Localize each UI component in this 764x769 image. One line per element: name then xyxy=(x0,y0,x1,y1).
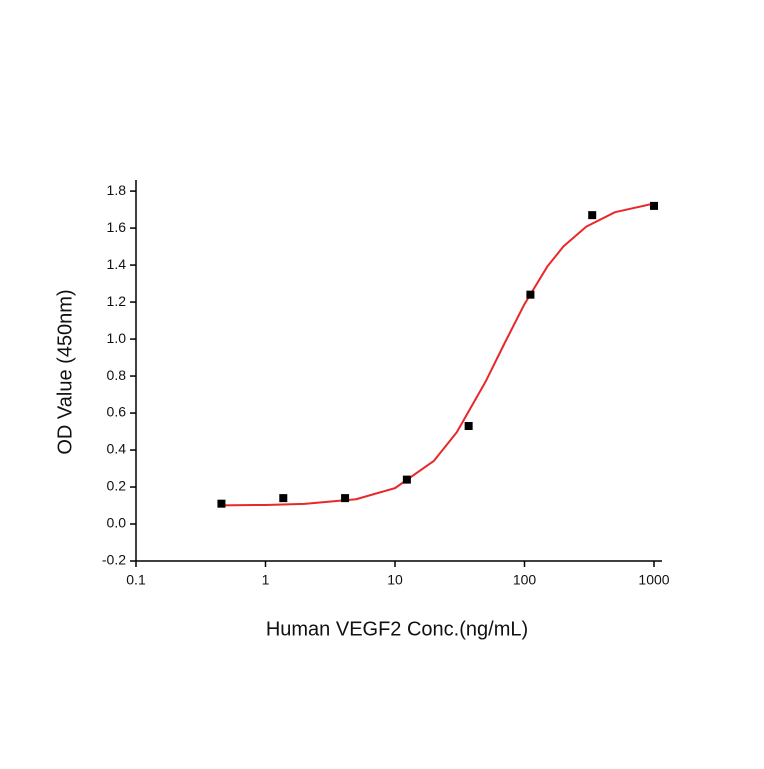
y-tick-label: 0.8 xyxy=(107,367,127,383)
data-point xyxy=(217,499,226,508)
data-point xyxy=(464,421,473,430)
y-tick-label: 1.2 xyxy=(107,293,127,309)
y-tick-label: 0.6 xyxy=(107,404,127,420)
y-tick-label: 1.4 xyxy=(107,256,127,272)
data-point xyxy=(650,201,658,210)
y-axis-title: OD Value (450nm) xyxy=(54,289,76,454)
y-tick-label: -0.2 xyxy=(102,552,126,568)
x-tick-label: 10 xyxy=(387,572,403,588)
x-tick-label: 1 xyxy=(262,572,270,588)
y-tick-label: 0.2 xyxy=(107,478,127,494)
fit-curve xyxy=(221,202,655,507)
y-tick-label: 1.0 xyxy=(107,330,127,346)
data-point xyxy=(402,475,411,484)
x-tick-label: 0.1 xyxy=(126,572,146,588)
x-tick-label: 1000 xyxy=(638,572,669,588)
data-point xyxy=(341,494,350,503)
data-point xyxy=(279,494,288,503)
y-tick-label: 0.0 xyxy=(107,515,127,531)
y-tick-label: 1.8 xyxy=(107,182,127,198)
x-axis-title: Human VEGF2 Conc.(ng/mL) xyxy=(266,618,528,640)
data-point xyxy=(588,211,597,220)
y-tick-label: 1.6 xyxy=(107,219,127,235)
data-point xyxy=(526,290,535,299)
x-tick-label: 100 xyxy=(513,572,537,588)
y-tick-label: 0.4 xyxy=(107,441,127,457)
